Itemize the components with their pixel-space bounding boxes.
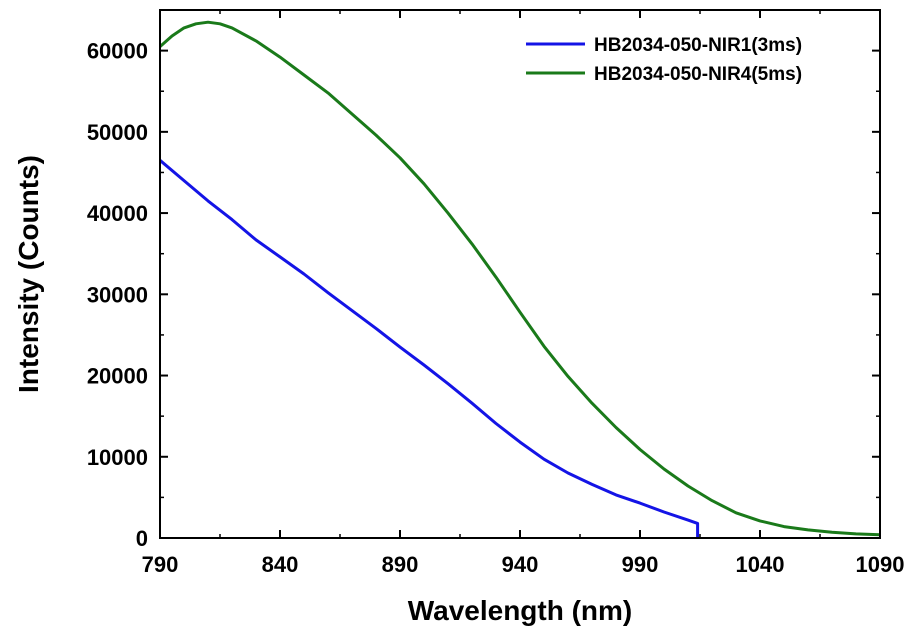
legend: HB2034-050-NIR1(3ms) HB2034-050-NIR4(5ms) bbox=[526, 35, 802, 85]
x-tick-label: 840 bbox=[262, 552, 299, 577]
ticks-layer: 790 840 890 940 990 1040 1090 0 10000 20000 30000 4… bbox=[87, 10, 905, 577]
y-tick-label: 40000 bbox=[87, 201, 148, 226]
y-tick-label: 20000 bbox=[87, 364, 148, 389]
y-axis-title: Intensity (Counts) bbox=[13, 155, 44, 393]
legend-label-2: HB2034-050-NIR4(5ms) bbox=[594, 64, 802, 85]
x-tick-label: 890 bbox=[382, 552, 419, 577]
y-tick-label: 60000 bbox=[87, 39, 148, 64]
series-line-2 bbox=[159, 20, 881, 537]
y-tick-label: 30000 bbox=[87, 282, 148, 307]
plot-frame bbox=[159, 9, 881, 539]
x-tick-label: 990 bbox=[622, 552, 659, 577]
y-tick-label: 10000 bbox=[87, 445, 148, 470]
x-tick-label: 1040 bbox=[736, 552, 785, 577]
y-tick-label: 0 bbox=[136, 526, 148, 551]
y-tick-label: 50000 bbox=[87, 120, 148, 145]
series-layer bbox=[159, 20, 881, 538]
x-tick-label: 940 bbox=[502, 552, 539, 577]
x-axis-title: Wavelength (nm) bbox=[408, 595, 633, 626]
x-tick-label: 790 bbox=[142, 552, 179, 577]
legend-label-1: HB2034-050-NIR1(3ms) bbox=[594, 35, 802, 56]
x-tick-label: 1090 bbox=[856, 552, 905, 577]
series-line-1 bbox=[159, 159, 700, 538]
